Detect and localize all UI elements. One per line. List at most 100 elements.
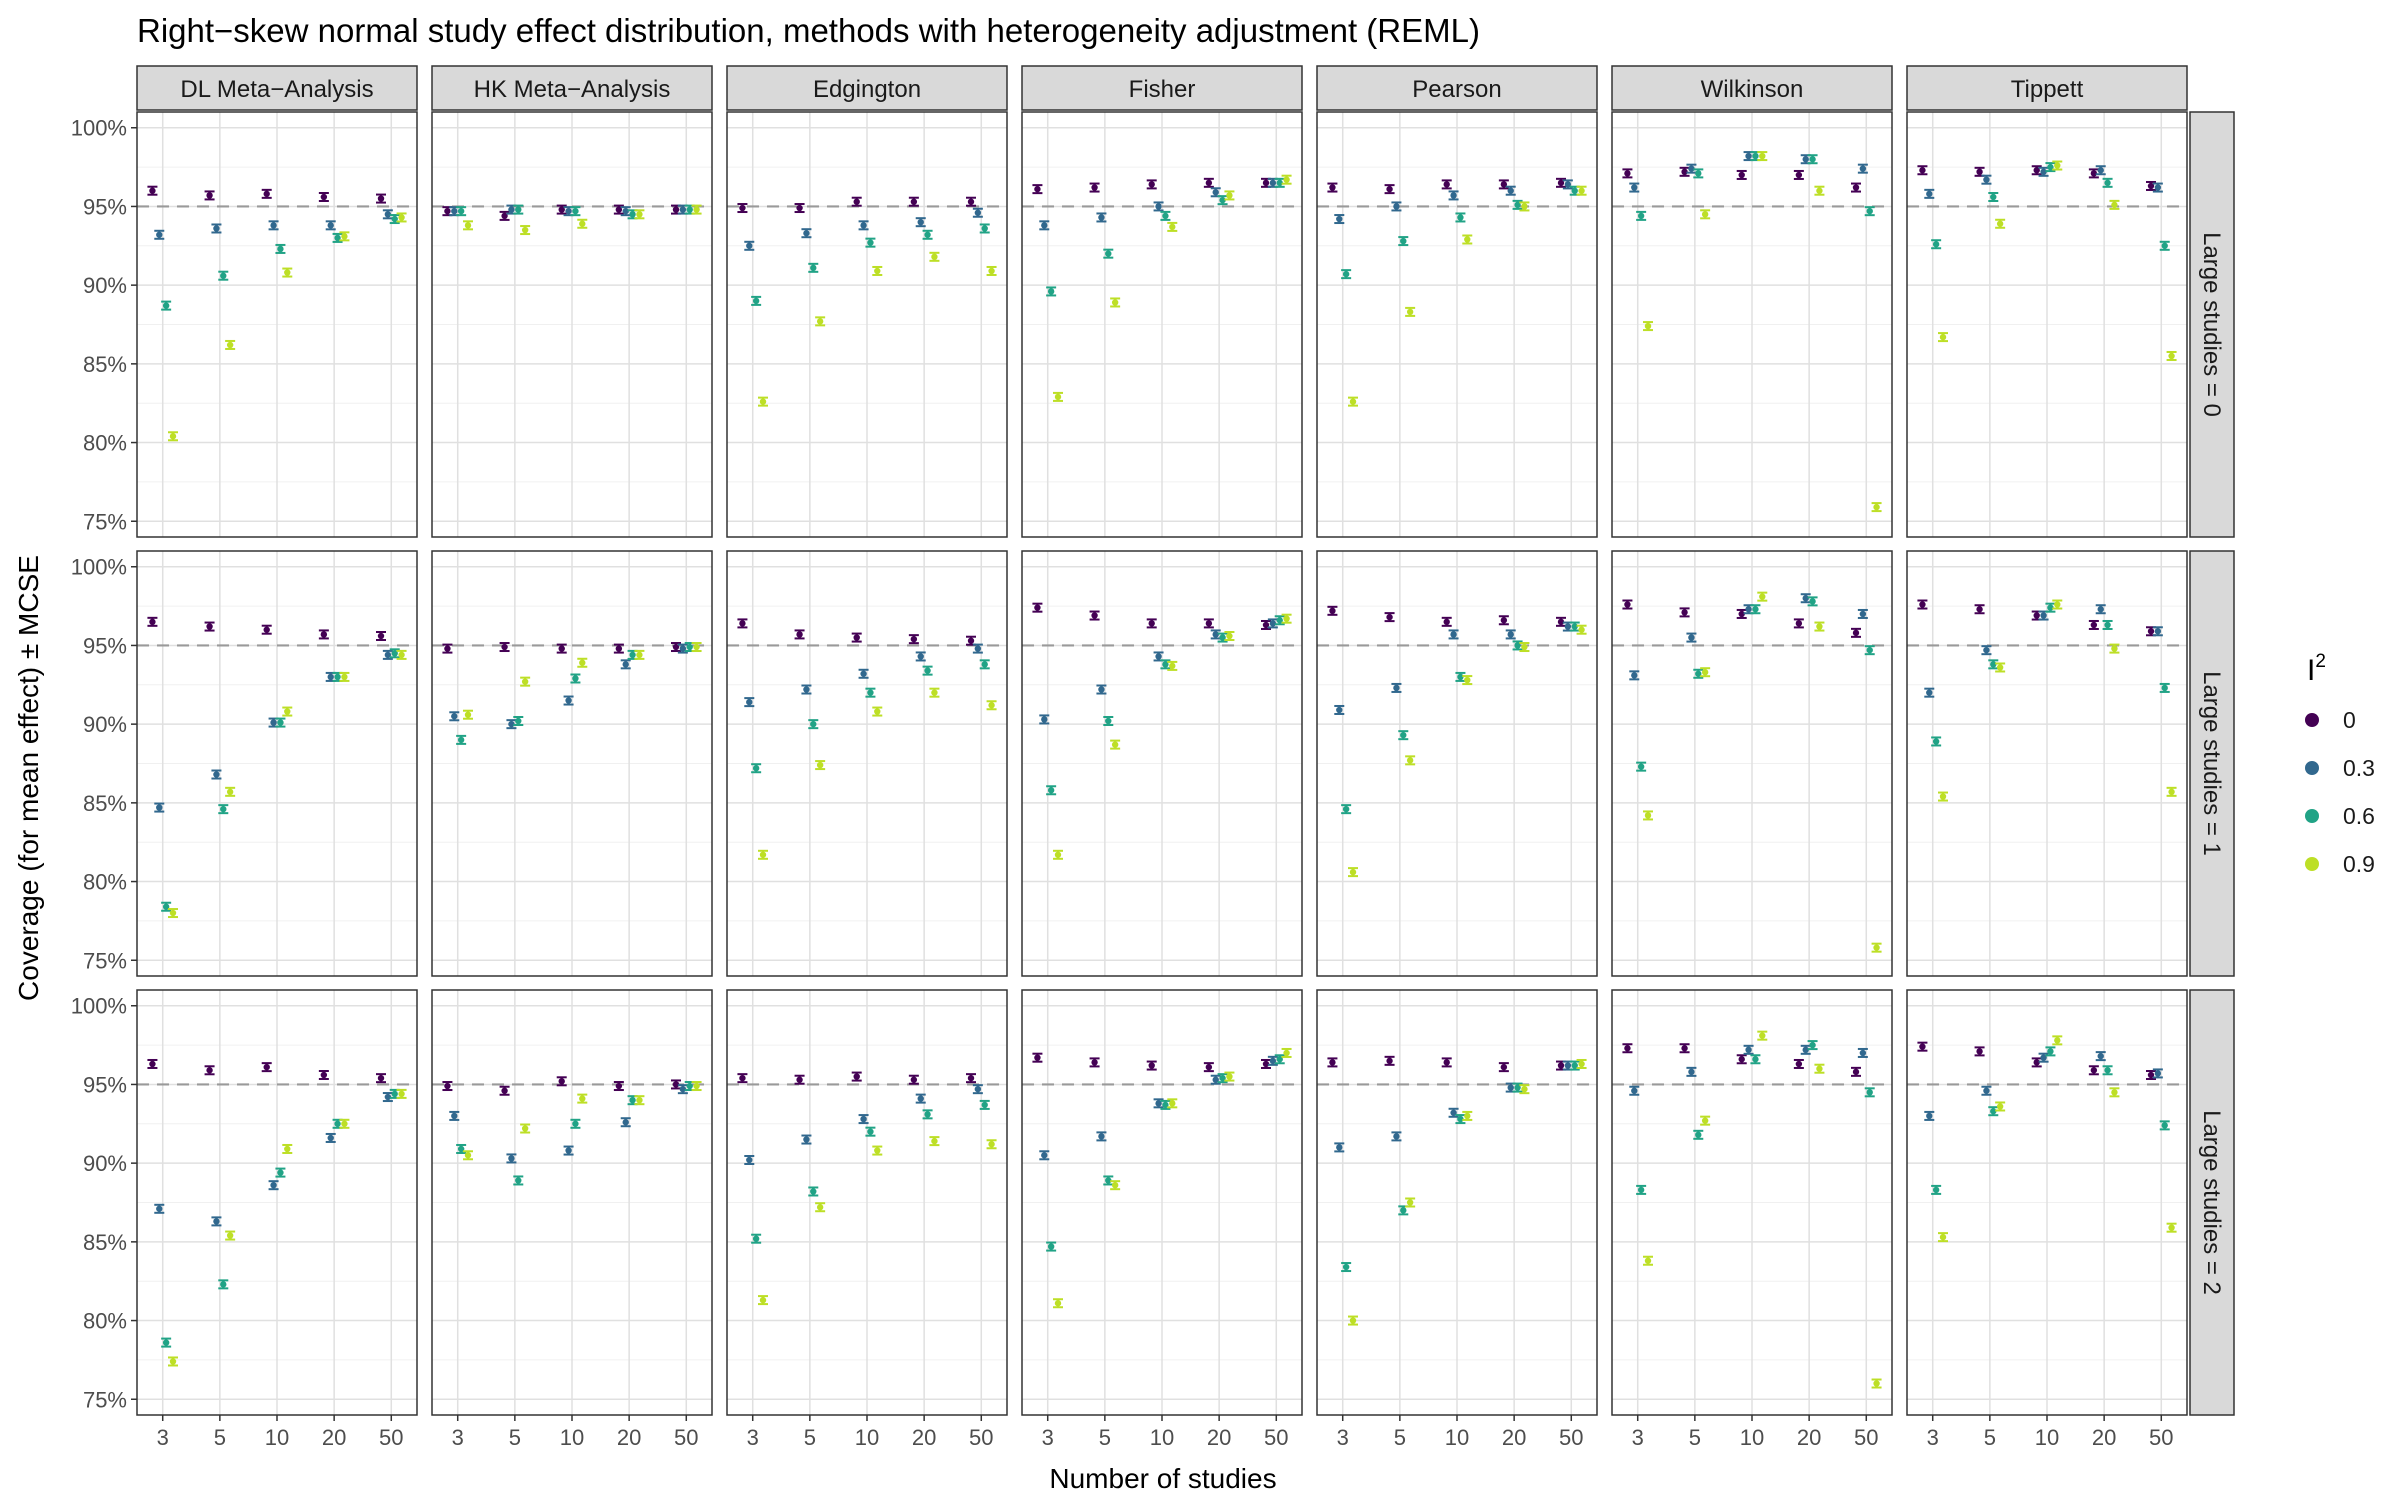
data-point [1988,1106,1999,1117]
point-marker [2033,612,2040,619]
data-point [966,196,976,207]
point-marker [739,1074,746,1082]
legend-label: 0 [2343,707,2356,733]
y-tick-label: 95% [83,194,127,219]
point-marker [508,1155,515,1162]
point-marker [615,645,623,652]
panel-border [1611,550,1893,977]
data-point [808,719,819,730]
point-marker [2033,167,2040,174]
point-marker [1990,1108,1997,1115]
point-marker [1443,618,1450,626]
data-point [1750,604,1761,615]
y-tick-label: 95% [83,633,127,658]
point-marker [672,643,680,651]
point-marker [1283,176,1290,183]
point-marker [558,1078,565,1085]
point-marker [565,207,572,215]
data-point [2146,180,2156,191]
data-point [1636,761,1647,772]
point-marker [1283,1049,1290,1057]
data-point [318,192,329,202]
point-marker [1624,601,1631,608]
y-tick-label: 75% [83,509,127,534]
point-marker [686,1082,693,1090]
data-point [161,901,172,912]
data-point [1096,1131,1107,1142]
point-marker [169,433,177,440]
data-point [620,659,631,670]
point-marker [2161,242,2168,249]
data-point [577,1093,588,1104]
data-point [1217,1073,1228,1084]
data-point [339,1118,350,1129]
point-marker [451,713,458,720]
facet-panel [1906,111,2188,538]
point-marker [1578,626,1585,633]
point-marker [1695,670,1702,677]
point-marker [1695,170,1702,177]
x-tick-label: 50 [1559,1425,1583,1450]
point-marker [1738,610,1745,618]
point-marker [1047,787,1055,794]
data-point [1274,177,1285,188]
data-point [1160,1099,1171,1110]
data-point [1224,190,1235,201]
data-point [1576,624,1587,635]
data-point [1505,185,1516,196]
point-marker [1521,1085,1528,1093]
point-marker [501,1087,508,1094]
data-point [1519,201,1530,212]
point-marker [270,719,277,726]
point-marker [2033,1059,2040,1066]
data-point [1871,1378,1882,1389]
legend-label: 0.3 [2343,755,2375,781]
point-marker [2168,1224,2175,1231]
point-marker [860,670,867,677]
data-point [1629,670,1640,681]
point-marker [1205,620,1213,627]
point-marker [2147,628,2155,635]
data-point [563,1145,574,1156]
data-point [1334,1142,1345,1153]
point-marker [910,1076,918,1083]
point-marker [1932,241,1940,248]
point-marker [1688,165,1695,172]
data-point [1327,605,1338,616]
x-tick-label: 3 [452,1425,464,1450]
data-point [1348,396,1358,407]
point-marker [981,225,988,232]
data-point [261,1062,272,1073]
point-marker [1983,1087,1990,1094]
data-point [204,1065,215,1076]
y-tick-label: 95% [83,1072,127,1097]
data-point [1046,1241,1057,1252]
data-point [1857,1047,1868,1058]
point-marker [1262,621,1270,629]
point-marker [444,645,451,652]
data-point [1203,1062,1214,1073]
point-marker [988,267,995,275]
data-point [1032,184,1043,195]
x-tick-label: 50 [1854,1425,1878,1450]
panel-border [136,550,418,977]
data-point [972,207,983,218]
facet-column-label: Edgington [813,76,921,103]
data-point [161,300,172,311]
point-marker [579,1095,586,1102]
facet-panel [136,550,418,977]
data-point [1995,1101,2006,1112]
data-point [2152,182,2163,193]
panel-border [136,989,418,1416]
data-point [1793,1058,1804,1069]
point-marker [1631,1087,1638,1094]
point-marker [679,645,687,652]
point-marker [1054,1300,1062,1307]
data-point [1814,1063,1825,1074]
data-point [851,196,862,207]
point-marker [739,620,746,627]
point-marker [1219,634,1226,641]
facet-strip-column: Tippett [1906,65,2188,111]
data-point [218,1279,229,1290]
x-tick-label: 10 [855,1425,879,1450]
